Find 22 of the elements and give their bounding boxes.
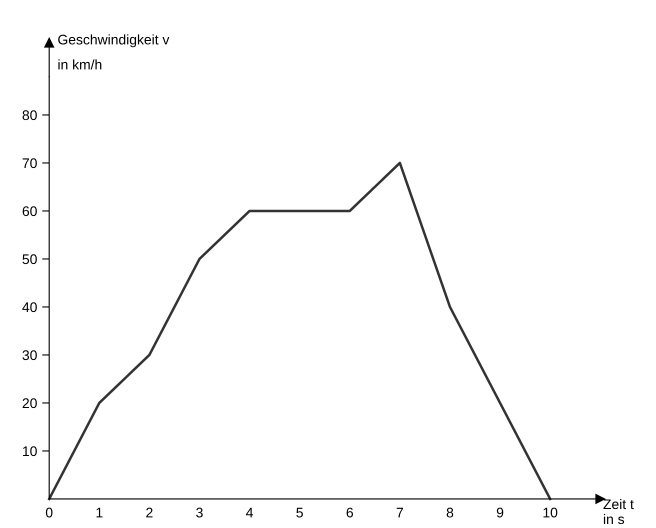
y-axis-title: Geschwindigkeit v in km/h [58, 34, 170, 70]
x-tick-label: 9 [496, 508, 504, 518]
x-tick-label: 1 [96, 508, 102, 518]
x-tick-label: 3 [196, 508, 203, 518]
x-tick-label: 8 [446, 508, 454, 518]
y-tick-label: 10 [23, 446, 37, 456]
x-axis-title: Zeit t in s [603, 498, 634, 524]
line-series [48, 162, 552, 500]
y-tick-label: 80 [22, 110, 37, 120]
x-tick-label: 4 [246, 508, 254, 518]
x-tick-label: 5 [296, 508, 303, 518]
y-tick-label: 60 [22, 206, 37, 216]
x-tick-label: 7 [396, 508, 404, 518]
x-tick-label: 2 [146, 508, 153, 518]
x-tick-label: 6 [346, 508, 354, 518]
x-tick-label: 10 [543, 508, 558, 518]
y-tick-label: 70 [22, 158, 37, 168]
y-tick-label: 40 [22, 302, 37, 312]
y-tick-label: 50 [22, 254, 37, 264]
x-tick-label: 0 [46, 508, 53, 518]
y-tick-label: 30 [22, 350, 37, 360]
y-tick-label: 20 [22, 398, 37, 408]
